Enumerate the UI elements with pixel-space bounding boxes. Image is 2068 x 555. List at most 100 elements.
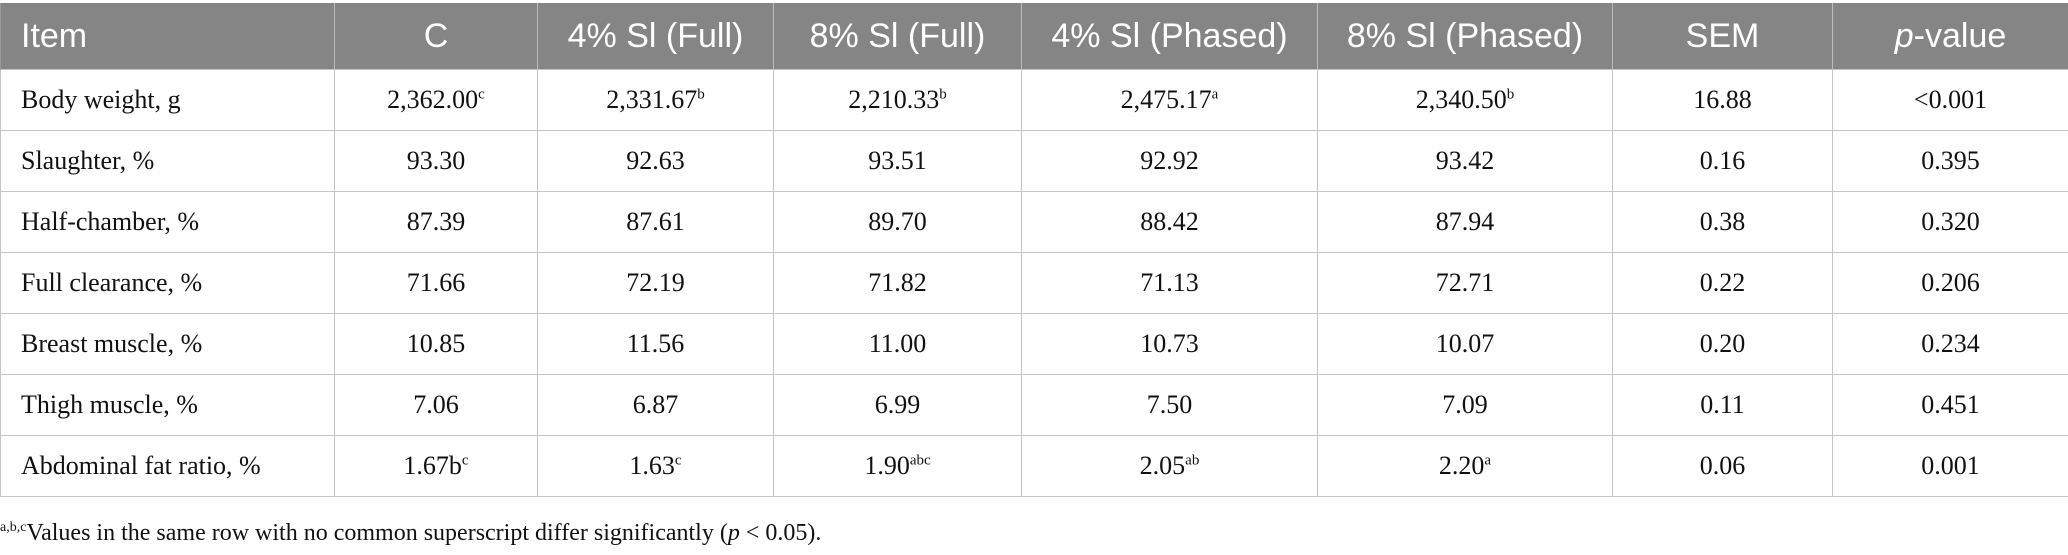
cell-value: 92.63: [626, 146, 685, 175]
table-footnote: a,b,cValues in the same row with no comm…: [0, 520, 821, 547]
cell-value: 1.63: [629, 451, 675, 480]
table-header-row: Item C 4% Sl (Full) 8% Sl (Full) 4% Sl (…: [0, 3, 2068, 70]
row-item-label: Slaughter, %: [0, 130, 335, 192]
cell-value: 71.13: [1140, 268, 1199, 297]
table-cell: 89.70: [773, 191, 1022, 253]
cell-value: 87.61: [626, 207, 685, 236]
cell-sem: 0.20: [1612, 313, 1833, 375]
row-item-label: Half-chamber, %: [0, 191, 335, 253]
row-item-label: Full clearance, %: [0, 252, 335, 314]
cell-value: 2.20: [1438, 451, 1485, 480]
cell-value: 10.85: [406, 329, 466, 358]
cell-p-value: 0.451: [1832, 374, 2068, 436]
cell-value: 6.99: [874, 390, 921, 419]
cell-value: 88.42: [1140, 207, 1199, 236]
cell-value: 2,210.33: [848, 85, 940, 114]
table-cell: 93.42: [1317, 130, 1613, 192]
table-cell: 92.63: [537, 130, 774, 192]
table-cell: 87.39: [334, 191, 538, 253]
table-cell: 87.94: [1317, 191, 1613, 253]
header-4pct-phased: 4% Sl (Phased): [1021, 3, 1318, 70]
cell-value: 93.42: [1435, 146, 1495, 175]
cell-value: 92.92: [1140, 146, 1199, 175]
cell-value: 2,362.00: [387, 85, 479, 114]
cell-value: 2,340.50: [1415, 85, 1507, 114]
cell-value: 2,475.17: [1120, 85, 1212, 114]
cell-sem: 16.88: [1612, 69, 1833, 131]
table-cell: 1.67bc: [334, 435, 538, 497]
table-cell: 71.82: [773, 252, 1022, 314]
footnote-text-before: Values in the same row with no common su…: [26, 520, 728, 546]
cell-superscript: b: [939, 86, 947, 103]
table-cell: 7.50: [1021, 374, 1318, 436]
footnote-italic-p: p: [727, 520, 740, 546]
cell-superscript: c: [674, 452, 682, 469]
cell-value: 7.50: [1146, 390, 1193, 419]
cell-value: 89.70: [868, 207, 927, 236]
table-cell: 92.92: [1021, 130, 1318, 192]
cell-superscript: c: [478, 86, 485, 103]
table-cell: 7.09: [1317, 374, 1613, 436]
cell-value: 11.00: [868, 329, 927, 358]
cell-value: 10.07: [1435, 329, 1495, 358]
header-sem: SEM: [1612, 3, 1833, 70]
table-row: Breast muscle, % 10.85 11.56 11.00 10.73 10.0…: [0, 313, 2068, 375]
cell-value: 6.87: [632, 390, 679, 419]
table-cell: 7.06: [334, 374, 538, 436]
cell-value: 2.05: [1139, 451, 1186, 480]
cell-value: 1.67b: [403, 451, 462, 480]
table-cell: 93.51: [773, 130, 1022, 192]
table-cell: 71.66: [334, 252, 538, 314]
table-cell: 2,362.00c: [334, 69, 538, 131]
cell-p-value: 0.001: [1832, 435, 2068, 497]
cell-value: 7.06: [413, 390, 459, 419]
row-item-label: Body weight, g: [0, 69, 335, 131]
header-4pct-full: 4% Sl (Full): [537, 3, 774, 70]
header-c: C: [334, 3, 538, 70]
cell-value: 72.19: [626, 268, 685, 297]
table-cell: 10.73: [1021, 313, 1318, 375]
header-8pct-full: 8% Sl (Full): [773, 3, 1022, 70]
header-p-value: p-value: [1832, 3, 2068, 70]
cell-p-value: 0.206: [1832, 252, 2068, 314]
cell-superscript: ab: [1185, 452, 1200, 469]
table-cell: 2.20a: [1317, 435, 1613, 497]
row-item-label: Breast muscle, %: [0, 313, 335, 375]
table-row: Half-chamber, % 87.39 87.61 89.70 88.42 87.94…: [0, 191, 2068, 253]
table-cell: 1.63c: [537, 435, 774, 497]
table-row: Body weight, g 2,362.00c 2,331.67b 2,210.33…: [0, 69, 2068, 131]
cell-p-value: <0.001: [1832, 69, 2068, 131]
footnote-text-after: < 0.05).: [739, 520, 822, 546]
table-cell: 11.56: [537, 313, 774, 375]
table-cell: 88.42: [1021, 191, 1318, 253]
table-cell: 72.71: [1317, 252, 1613, 314]
table-cell: 72.19: [537, 252, 774, 314]
cell-value: 72.71: [1435, 268, 1495, 297]
cell-value: 1.90: [864, 451, 910, 480]
table-row: Thigh muscle, % 7.06 6.87 6.99 7.50 7.09 0.11 0…: [0, 374, 2068, 436]
cell-value: 71.82: [868, 268, 927, 297]
cell-value: 93.51: [868, 146, 927, 175]
table-cell: 10.85: [334, 313, 538, 375]
results-table: Item C 4% Sl (Full) 8% Sl (Full) 4% Sl (…: [0, 3, 2068, 497]
cell-superscript: b: [697, 86, 705, 103]
header-item: Item: [0, 3, 335, 70]
cell-value: 87.39: [406, 207, 466, 236]
cell-value: 11.56: [626, 329, 685, 358]
table-cell: 10.07: [1317, 313, 1613, 375]
row-item-label: Abdominal fat ratio, %: [0, 435, 335, 497]
cell-superscript: a: [1484, 452, 1492, 469]
table-cell: 2.05ab: [1021, 435, 1318, 497]
table-row: Abdominal fat ratio, % 1.67bc 1.63c 1.90abc…: [0, 435, 2068, 497]
table-cell: 2,331.67b: [537, 69, 774, 131]
table-cell: 2,340.50b: [1317, 69, 1613, 131]
table-row: Full clearance, % 71.66 72.19 71.82 71.13 72.…: [0, 252, 2068, 314]
cell-sem: 0.16: [1612, 130, 1833, 192]
table-cell: 87.61: [537, 191, 774, 253]
table-cell: 6.99: [773, 374, 1022, 436]
cell-value: 87.94: [1435, 207, 1495, 236]
table-body: Body weight, g 2,362.00c 2,331.67b 2,210.33…: [0, 69, 2068, 497]
cell-superscript: b: [1506, 86, 1515, 103]
cell-value: 10.73: [1140, 329, 1199, 358]
table-cell: 1.90abc: [773, 435, 1022, 497]
